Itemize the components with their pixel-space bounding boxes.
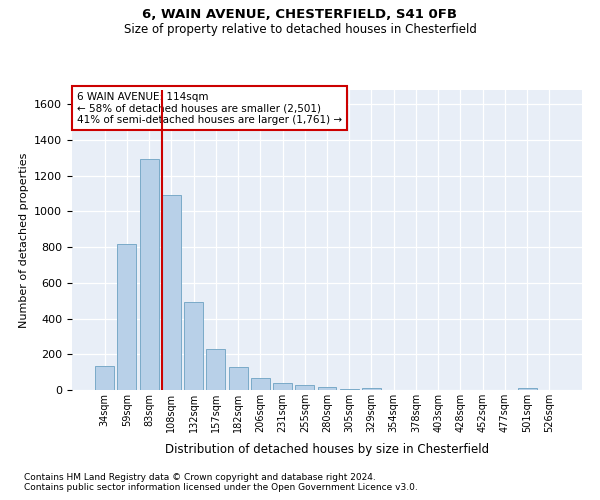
- Bar: [184, 302, 203, 390]
- Text: Size of property relative to detached houses in Chesterfield: Size of property relative to detached ho…: [124, 22, 476, 36]
- Text: 6 WAIN AVENUE: 114sqm
← 58% of detached houses are smaller (2,501)
41% of semi-d: 6 WAIN AVENUE: 114sqm ← 58% of detached …: [77, 92, 342, 124]
- Bar: [162, 196, 181, 390]
- Bar: [295, 385, 314, 390]
- Text: Contains HM Land Registry data © Crown copyright and database right 2024.: Contains HM Land Registry data © Crown c…: [24, 472, 376, 482]
- Bar: [229, 367, 248, 390]
- Bar: [362, 388, 381, 390]
- Bar: [95, 366, 114, 390]
- Text: Contains public sector information licensed under the Open Government Licence v3: Contains public sector information licen…: [24, 484, 418, 492]
- Bar: [251, 378, 270, 390]
- Bar: [206, 349, 225, 390]
- Bar: [118, 244, 136, 390]
- Text: 6, WAIN AVENUE, CHESTERFIELD, S41 0FB: 6, WAIN AVENUE, CHESTERFIELD, S41 0FB: [143, 8, 458, 20]
- Bar: [518, 388, 536, 390]
- Text: Distribution of detached houses by size in Chesterfield: Distribution of detached houses by size …: [165, 442, 489, 456]
- Y-axis label: Number of detached properties: Number of detached properties: [19, 152, 29, 328]
- Bar: [273, 383, 292, 390]
- Bar: [317, 388, 337, 390]
- Bar: [140, 159, 158, 390]
- Bar: [340, 389, 359, 390]
